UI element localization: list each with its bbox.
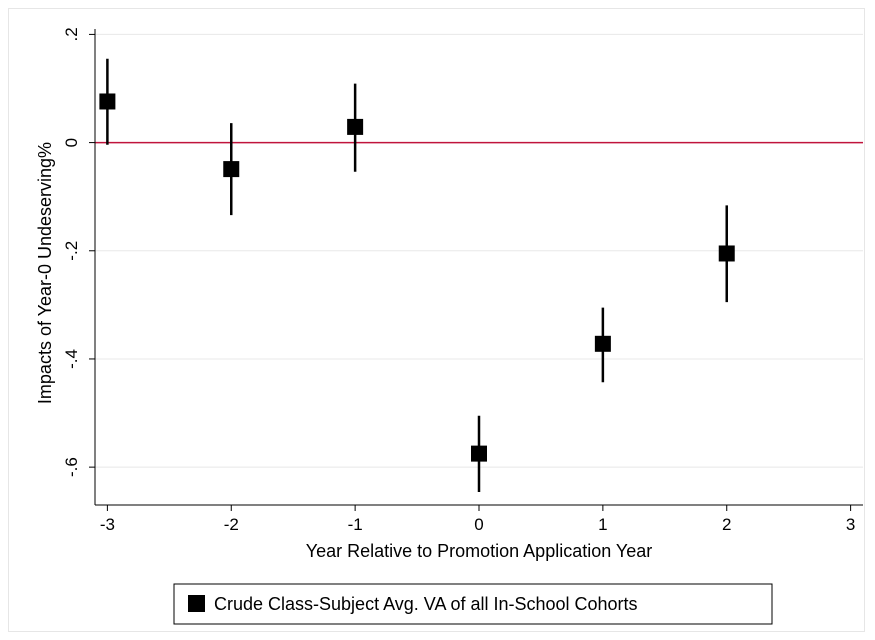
- y-tick-label: 0: [62, 138, 81, 147]
- legend-box: [173, 583, 773, 625]
- data-point-marker: [718, 245, 735, 262]
- legend: Crude Class-Subject Avg. VA of all In-Sc…: [173, 583, 773, 625]
- grid: [95, 33, 863, 468]
- y-tick-label: -.6: [62, 457, 81, 477]
- data-point-marker: [471, 445, 487, 462]
- data-point-marker: [594, 335, 611, 352]
- x-tick-label: 3: [846, 515, 855, 534]
- x-tick-label: 2: [722, 515, 731, 534]
- x-tick-label: 1: [598, 515, 607, 534]
- x-tick-label: -2: [224, 515, 239, 534]
- y-tick-label: .2: [62, 27, 81, 41]
- y-axis-title: Impacts of Year-0 Undeserving%: [35, 142, 55, 404]
- data-points: [99, 58, 735, 493]
- x-tick-label: -1: [348, 515, 363, 534]
- y-tick-label: -.2: [62, 241, 81, 261]
- data-point-marker: [99, 93, 116, 110]
- chart-frame: [8, 8, 865, 632]
- legend-marker-square: [188, 595, 205, 612]
- data-point-marker: [347, 118, 364, 135]
- data-point-marker: [223, 161, 240, 178]
- y-tick-label: -.4: [62, 349, 81, 369]
- x-axis-title: Year Relative to Promotion Application Y…: [306, 541, 653, 561]
- x-tick-label: -3: [100, 515, 115, 534]
- axes: .2 0 -.2 -.4 -.6 -3 -2 -1 0 1 2 3: [62, 27, 863, 534]
- x-tick-label: 0: [474, 515, 483, 534]
- legend-label: Crude Class-Subject Avg. VA of all In-Sc…: [214, 594, 638, 614]
